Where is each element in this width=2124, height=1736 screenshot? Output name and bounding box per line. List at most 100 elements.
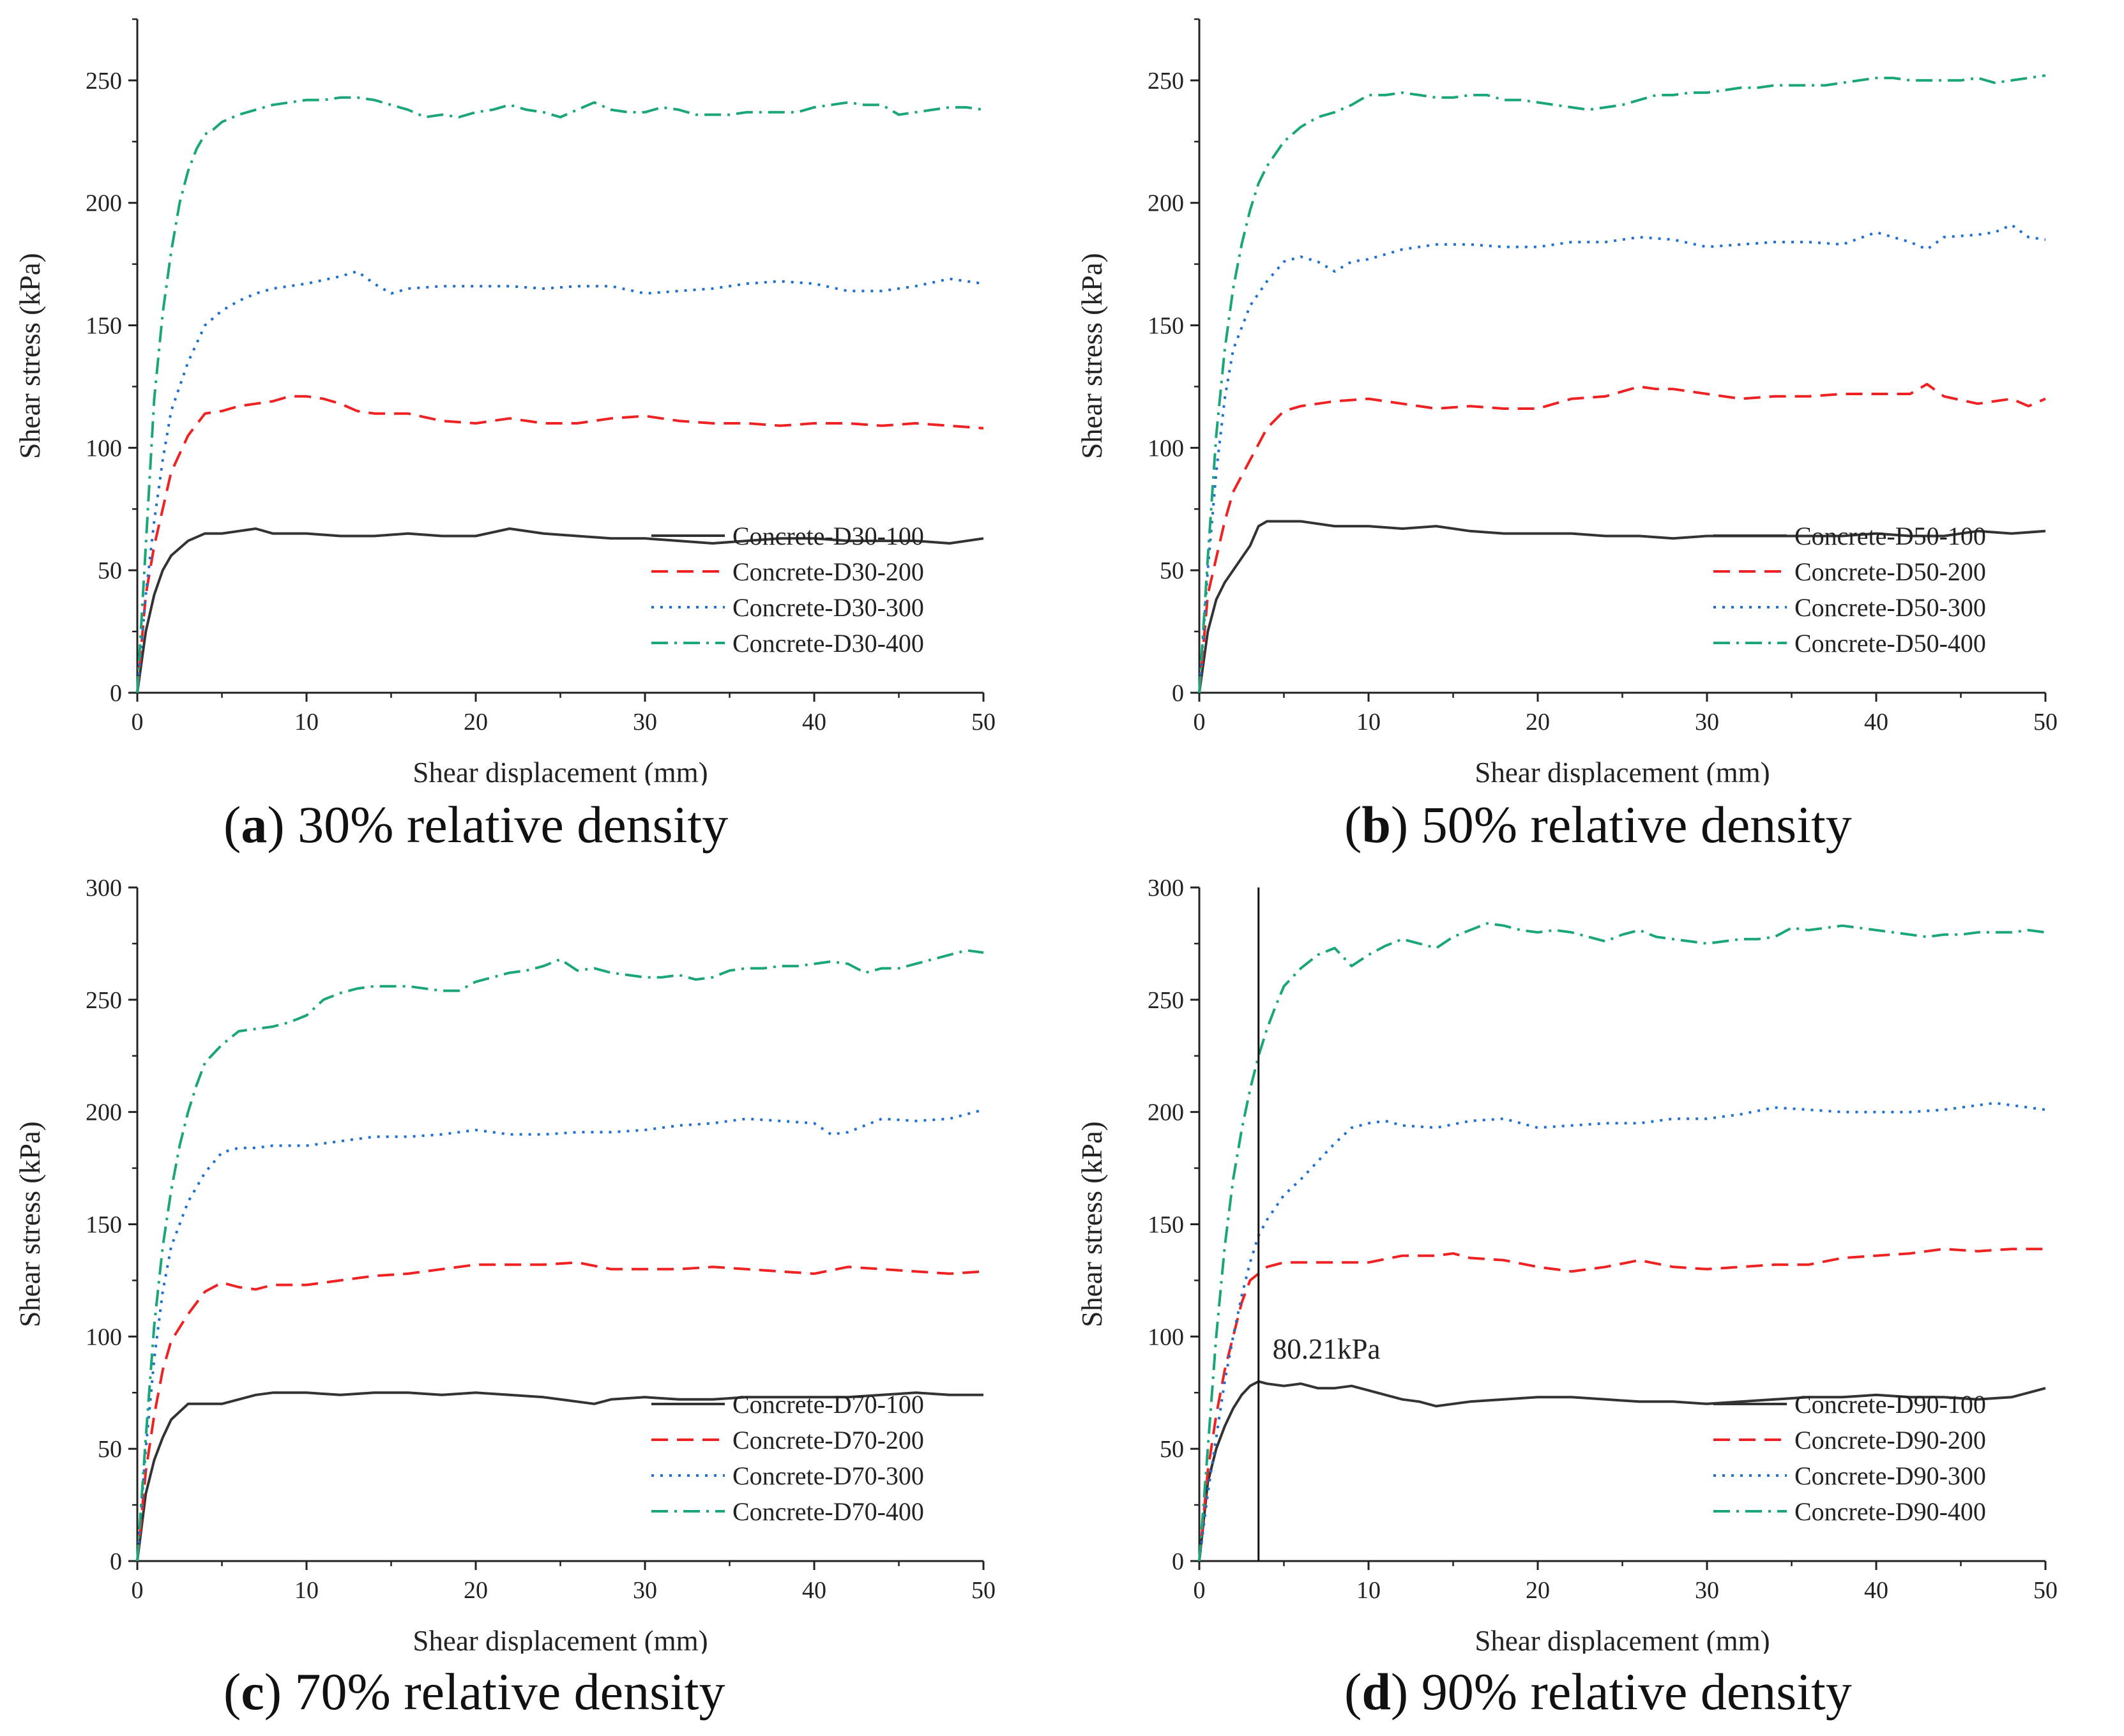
y-tick-label: 50 bbox=[1160, 557, 1184, 584]
legend-label: Concrete-D50-300 bbox=[1794, 593, 1986, 622]
x-tick-label: 10 bbox=[1356, 709, 1381, 736]
series-line-Concrete-D50-300 bbox=[1198, 223, 2046, 693]
y-axis-label: Shear stress (kPa) bbox=[14, 253, 46, 458]
caption-label-a: a bbox=[241, 796, 268, 854]
x-tick-label: 50 bbox=[971, 709, 996, 736]
caption-text-a: 30% relative density bbox=[298, 796, 729, 854]
legend-label: Concrete-D70-100 bbox=[732, 1390, 924, 1419]
legend-label: Concrete-D50-100 bbox=[1794, 522, 1986, 550]
x-tick-label: 10 bbox=[294, 1577, 319, 1604]
y-tick-label: 0 bbox=[1172, 680, 1184, 707]
caption-a: (a) 30% relative density bbox=[224, 796, 729, 854]
y-tick-label: 50 bbox=[98, 557, 122, 584]
y-tick-label: 100 bbox=[1148, 435, 1184, 462]
legend-label: Concrete-D90-200 bbox=[1794, 1426, 1986, 1454]
y-tick-label: 250 bbox=[86, 68, 122, 94]
legend-label: Concrete-D30-400 bbox=[732, 629, 924, 658]
y-tick-label: 150 bbox=[1148, 1212, 1184, 1239]
series-line-Concrete-D30-200 bbox=[136, 395, 984, 693]
y-tick-label: 200 bbox=[1148, 1099, 1184, 1126]
series-line-Concrete-D90-300 bbox=[1198, 1101, 2046, 1562]
series-line-Concrete-D50-200 bbox=[1198, 382, 2046, 693]
legend-label: Concrete-D30-200 bbox=[732, 557, 924, 586]
x-tick-label: 0 bbox=[132, 1577, 144, 1604]
y-tick-label: 100 bbox=[86, 1324, 122, 1350]
caption-c: (c) 70% relative density bbox=[224, 1663, 725, 1721]
x-tick-label: 0 bbox=[132, 709, 144, 736]
caption-label-d: d bbox=[1362, 1663, 1391, 1721]
y-axis-label: Shear stress (kPa) bbox=[14, 1121, 46, 1327]
x-tick-label: 0 bbox=[1194, 1577, 1206, 1604]
legend-label: Concrete-D70-400 bbox=[732, 1497, 924, 1526]
y-tick-label: 150 bbox=[86, 313, 122, 340]
caption-b: (b) 50% relative density bbox=[1344, 796, 1852, 854]
x-tick-label: 40 bbox=[1864, 709, 1888, 736]
y-tick-label: 200 bbox=[86, 1099, 122, 1126]
y-tick-label: 250 bbox=[86, 987, 122, 1014]
x-tick-label: 50 bbox=[2033, 1577, 2058, 1604]
x-tick-label: 0 bbox=[1194, 709, 1206, 736]
legend-label: Concrete-D70-300 bbox=[732, 1461, 924, 1490]
x-axis-label: Shear displacement (mm) bbox=[1475, 1625, 1770, 1654]
y-tick-label: 200 bbox=[86, 190, 122, 217]
series-line-Concrete-D70-100 bbox=[136, 1391, 983, 1562]
y-tick-label: 0 bbox=[1172, 1548, 1184, 1575]
series-line-Concrete-D70-200 bbox=[136, 1261, 984, 1562]
caption-text-c: 70% relative density bbox=[294, 1663, 725, 1721]
y-tick-label: 100 bbox=[1148, 1324, 1184, 1350]
x-axis-label: Shear displacement (mm) bbox=[413, 1625, 708, 1654]
y-tick-label: 250 bbox=[1148, 987, 1184, 1014]
y-tick-label: 50 bbox=[1160, 1436, 1184, 1463]
y-axis-label: Shear stress (kPa) bbox=[1076, 1121, 1108, 1327]
annotation-label: 80.21kPa bbox=[1273, 1333, 1381, 1365]
y-axis-label: Shear stress (kPa) bbox=[1076, 253, 1108, 458]
legend-label: Concrete-D90-300 bbox=[1794, 1461, 1986, 1490]
chart-panel-d: 0 10 20 30 40 50 0 50 100 150 200 250 300 Shear displ… bbox=[1076, 875, 2058, 1654]
y-tick-label: 150 bbox=[1148, 313, 1184, 340]
y-tick-label: 300 bbox=[86, 875, 122, 902]
series-line-Concrete-D50-400 bbox=[1198, 74, 2046, 693]
series-line-Concrete-D70-300 bbox=[136, 1108, 984, 1562]
x-tick-label: 40 bbox=[802, 709, 826, 736]
caption-text-b: 50% relative density bbox=[1421, 796, 1852, 854]
y-tick-label: 300 bbox=[1148, 875, 1184, 902]
x-tick-label: 30 bbox=[1695, 709, 1719, 736]
y-tick-label: 200 bbox=[1148, 190, 1184, 217]
series-line-Concrete-D90-100 bbox=[1198, 1380, 2046, 1562]
x-axis-label: Shear displacement (mm) bbox=[413, 757, 708, 785]
caption-label-b: b bbox=[1362, 796, 1391, 854]
y-tick-label: 0 bbox=[110, 680, 122, 707]
legend-label: Concrete-D30-300 bbox=[732, 593, 924, 622]
x-tick-label: 40 bbox=[802, 1577, 826, 1604]
x-tick-label: 10 bbox=[294, 709, 319, 736]
x-tick-label: 30 bbox=[1695, 1577, 1719, 1604]
x-axis-label: Shear displacement (mm) bbox=[1475, 757, 1770, 785]
legend-label: Concrete-D30-100 bbox=[732, 522, 924, 550]
chart-panel-c: 0 10 20 30 40 50 0 50 100 150 200 250 300 Shear displ… bbox=[14, 875, 996, 1654]
x-tick-label: 50 bbox=[2033, 709, 2058, 736]
caption-label-c: c bbox=[241, 1663, 264, 1721]
y-tick-label: 100 bbox=[86, 435, 122, 462]
series-line-Concrete-D30-100 bbox=[136, 527, 984, 693]
legend-label: Concrete-D90-100 bbox=[1794, 1390, 1986, 1419]
series-line-Concrete-D50-100 bbox=[1198, 520, 2046, 693]
legend-label: Concrete-D90-400 bbox=[1794, 1497, 1986, 1526]
x-tick-label: 50 bbox=[971, 1577, 996, 1604]
x-tick-label: 10 bbox=[1356, 1577, 1381, 1604]
series-line-Concrete-D90-200 bbox=[1198, 1248, 2045, 1562]
caption-d: (d) 90% relative density bbox=[1344, 1663, 1852, 1721]
caption-text-d: 90% relative density bbox=[1421, 1663, 1852, 1721]
y-tick-label: 150 bbox=[86, 1212, 122, 1239]
x-tick-label: 30 bbox=[633, 1577, 657, 1604]
x-tick-label: 20 bbox=[1526, 1577, 1550, 1604]
legend-label: Concrete-D50-200 bbox=[1794, 557, 1986, 586]
x-tick-label: 30 bbox=[633, 709, 657, 736]
chart-panel-a: 0 10 20 30 40 50 0 50 100 150 200 250 Shear displace… bbox=[14, 18, 996, 785]
chart-panel-b: 0 10 20 30 40 50 0 50 100 150 200 250 Shear displace… bbox=[1076, 18, 2058, 785]
y-tick-label: 0 bbox=[110, 1548, 122, 1575]
x-tick-label: 20 bbox=[464, 1577, 488, 1604]
x-tick-label: 20 bbox=[464, 709, 488, 736]
x-tick-label: 40 bbox=[1864, 1577, 1888, 1604]
series-line-Concrete-D30-400 bbox=[136, 96, 984, 693]
